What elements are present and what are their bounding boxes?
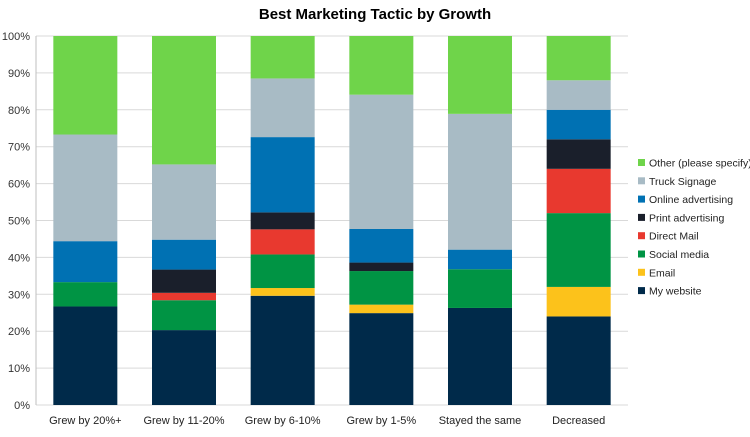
- y-tick-label: 0%: [14, 400, 30, 412]
- x-tick-label: Grew by 20%+: [49, 415, 121, 427]
- bar-segment: [53, 241, 118, 283]
- legend-label: Email: [649, 267, 675, 279]
- bar-segment: [349, 304, 414, 314]
- bar-segment: [349, 94, 414, 229]
- bar-segment: [53, 282, 118, 307]
- bar-segment: [349, 271, 414, 305]
- y-tick-label: 50%: [8, 216, 30, 228]
- legend-label: Truck Signage: [649, 176, 716, 188]
- legend-label: Print advertising: [649, 212, 724, 224]
- legend-label: Other (please specify): [649, 158, 750, 170]
- bar-segment: [250, 212, 315, 230]
- bar-segment: [152, 300, 216, 331]
- bar-segment: [250, 137, 315, 213]
- y-tick-label: 100%: [2, 31, 30, 43]
- y-tick-label: 10%: [8, 363, 30, 375]
- bar-segment: [250, 288, 315, 296]
- y-tick-label: 20%: [8, 326, 30, 338]
- bar-segment: [546, 139, 611, 169]
- bar-segment: [53, 134, 118, 242]
- bar-segment: [349, 36, 414, 95]
- bar-segment: [448, 269, 512, 308]
- bar-segment: [349, 228, 414, 263]
- bar-segment: [250, 36, 315, 79]
- y-tick-label: 70%: [8, 142, 30, 154]
- bar-segment: [152, 239, 216, 270]
- bar-segment: [546, 109, 611, 140]
- bar-segment: [250, 295, 315, 405]
- bar-segment: [349, 313, 414, 405]
- y-tick-label: 30%: [8, 289, 30, 301]
- bar-segment: [250, 254, 315, 289]
- x-tick-label: Decreased: [552, 415, 605, 427]
- bar-segment: [546, 168, 611, 214]
- y-tick-label: 90%: [8, 68, 30, 80]
- y-tick-label: 60%: [8, 179, 30, 191]
- legend-swatch: [638, 232, 645, 240]
- x-tick-label: Stayed the same: [439, 415, 522, 427]
- bar-segment: [448, 249, 512, 270]
- legend-label: Social media: [649, 249, 709, 261]
- bar-segment: [546, 80, 611, 110]
- bar-segment: [546, 36, 611, 81]
- chart-title: Best Marketing Tactic by Growth: [258, 6, 492, 23]
- legend-swatch: [638, 287, 645, 295]
- x-tick-label: Grew by 6-10%: [245, 415, 321, 427]
- legend-swatch: [638, 159, 645, 166]
- bar-segment: [53, 306, 118, 405]
- bar-segment: [152, 292, 216, 301]
- bar-segment: [152, 36, 216, 165]
- legend-swatch: [638, 177, 645, 185]
- bar-segment: [152, 164, 216, 240]
- bar-segment: [250, 229, 315, 255]
- legend-swatch: [638, 250, 645, 258]
- bar-segment: [152, 330, 216, 405]
- legend-swatch: [638, 268, 645, 276]
- bar-segment: [349, 262, 414, 272]
- bar-segment: [448, 307, 512, 405]
- bar-segment: [448, 36, 512, 114]
- legend-swatch: [638, 195, 645, 203]
- x-tick-label: Grew by 11-20%: [143, 415, 224, 427]
- legend-label: Online advertising: [649, 194, 733, 206]
- bar-segment: [152, 269, 216, 293]
- bar-segment: [53, 36, 118, 135]
- y-tick-label: 40%: [8, 252, 30, 264]
- legend-label: My website: [649, 286, 702, 298]
- bar-segment: [546, 286, 611, 317]
- legend-swatch: [638, 213, 645, 221]
- x-tick-label: Grew by 1-5%: [346, 415, 416, 427]
- bar-segment: [546, 213, 611, 287]
- bar-segment: [448, 113, 512, 250]
- bar-segment: [250, 78, 315, 138]
- bar-segment: [546, 316, 611, 405]
- y-tick-label: 80%: [8, 105, 30, 117]
- legend-label: Direct Mail: [649, 231, 699, 243]
